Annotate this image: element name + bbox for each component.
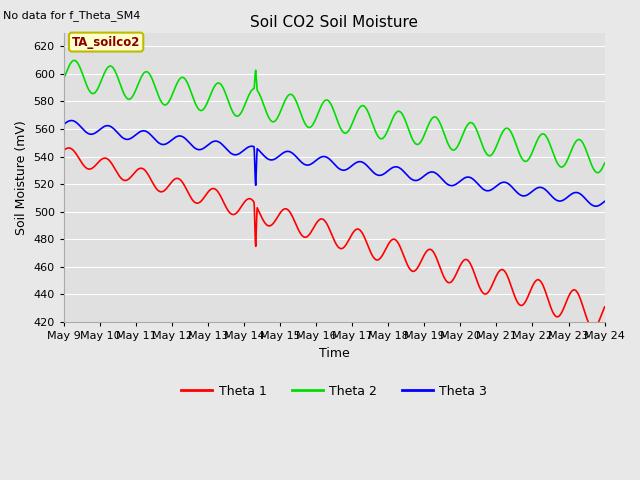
Theta 1 — [601, 304, 609, 310]
Theta 1 — [301, 234, 308, 240]
Line: Theta 1: Theta 1 — [64, 148, 605, 328]
Theta 2 — [310, 119, 318, 124]
Theta 2 — [290, 94, 298, 99]
X-axis label: Time: Time — [319, 347, 349, 360]
Theta 2 — [102, 67, 110, 73]
Theta 2 — [368, 119, 376, 125]
Theta 1 — [102, 156, 110, 161]
Theta 3 — [592, 204, 600, 209]
Text: TA_soilco2: TA_soilco2 — [72, 36, 140, 48]
Theta 3 — [124, 136, 132, 142]
Text: No data for f_Theta_SM4: No data for f_Theta_SM4 — [3, 10, 141, 21]
Theta 2 — [301, 120, 308, 126]
Title: Soil CO2 Soil Moisture: Soil CO2 Soil Moisture — [250, 15, 418, 30]
Theta 3 — [368, 168, 376, 174]
Theta 3 — [301, 162, 308, 168]
Legend: Theta 1, Theta 2, Theta 3: Theta 1, Theta 2, Theta 3 — [176, 380, 492, 403]
Theta 1 — [589, 325, 597, 331]
Theta 1 — [310, 223, 318, 229]
Y-axis label: Soil Moisture (mV): Soil Moisture (mV) — [15, 120, 28, 235]
Theta 1 — [124, 177, 132, 182]
Theta 1 — [290, 216, 298, 222]
Theta 2 — [124, 96, 132, 102]
Theta 3 — [102, 123, 110, 129]
Theta 3 — [68, 118, 76, 123]
Theta 1 — [65, 145, 73, 151]
Theta 1 — [60, 147, 68, 153]
Theta 3 — [310, 159, 318, 165]
Theta 3 — [290, 151, 298, 157]
Theta 2 — [601, 160, 609, 166]
Theta 1 — [368, 252, 376, 258]
Theta 2 — [594, 170, 602, 176]
Line: Theta 2: Theta 2 — [64, 60, 605, 173]
Theta 2 — [60, 75, 68, 81]
Theta 3 — [60, 121, 68, 127]
Theta 3 — [601, 199, 609, 204]
Line: Theta 3: Theta 3 — [64, 120, 605, 206]
Theta 2 — [70, 58, 78, 63]
